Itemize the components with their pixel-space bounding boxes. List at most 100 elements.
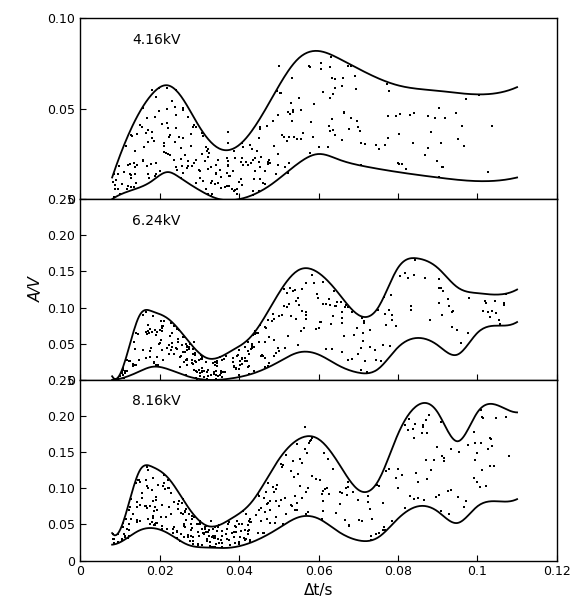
Point [230, 527, 239, 537]
Point [278, 519, 288, 529]
Point [438, 161, 447, 171]
Point [158, 481, 167, 491]
Point [222, 524, 231, 534]
Point [154, 83, 164, 92]
Point [439, 453, 448, 463]
Text: 6.24kV: 6.24kV [132, 214, 180, 228]
Point [273, 86, 282, 95]
Point [293, 498, 302, 508]
Point [155, 106, 164, 116]
Point [212, 361, 222, 371]
Point [247, 517, 256, 527]
Point [211, 168, 220, 178]
Point [484, 167, 493, 177]
Point [276, 495, 285, 505]
Point [198, 354, 207, 363]
Point [481, 480, 490, 490]
Point [217, 355, 226, 365]
Point [447, 485, 456, 495]
Point [316, 476, 325, 485]
Point [165, 340, 174, 350]
Point [437, 506, 446, 516]
Point [157, 320, 166, 330]
Point [112, 375, 121, 384]
Point [397, 159, 406, 169]
Point [197, 149, 207, 159]
Point [203, 189, 212, 199]
Point [113, 184, 122, 193]
Point [251, 328, 260, 338]
Point [421, 273, 430, 283]
Point [281, 493, 290, 503]
Point [280, 302, 289, 312]
Point [384, 306, 393, 315]
Point [247, 344, 256, 354]
Point [182, 355, 191, 365]
Point [365, 325, 374, 335]
Point [183, 346, 192, 355]
Point [123, 160, 132, 170]
Point [146, 160, 156, 169]
Point [246, 158, 255, 168]
Point [499, 299, 509, 309]
Point [127, 182, 136, 192]
Point [254, 337, 263, 347]
Point [371, 140, 381, 150]
Point [147, 485, 156, 495]
Point [127, 132, 136, 142]
Point [187, 511, 196, 521]
Point [282, 288, 292, 298]
Point [276, 88, 285, 98]
Point [182, 354, 191, 364]
Point [138, 156, 148, 166]
Point [148, 511, 157, 521]
Point [318, 490, 327, 500]
Point [152, 352, 161, 362]
Point [249, 366, 258, 376]
Point [391, 474, 401, 484]
Point [212, 358, 222, 368]
Point [302, 310, 311, 320]
Point [272, 496, 281, 506]
Point [238, 160, 247, 170]
Point [214, 178, 223, 188]
Point [356, 365, 366, 375]
Point [255, 133, 264, 143]
Point [123, 533, 132, 543]
Point [234, 370, 243, 379]
Point [167, 95, 176, 105]
Point [144, 137, 153, 147]
Point [176, 352, 185, 362]
Point [301, 307, 311, 317]
Point [121, 367, 130, 376]
Point [252, 510, 261, 520]
Point [109, 177, 118, 187]
Point [187, 532, 196, 541]
Point [410, 432, 419, 442]
Point [261, 362, 270, 371]
Point [195, 519, 204, 529]
Point [115, 371, 124, 381]
Point [223, 519, 232, 529]
Point [197, 367, 207, 377]
Point [244, 529, 253, 538]
Point [284, 107, 293, 116]
Point [179, 519, 188, 529]
Point [270, 315, 279, 325]
Point [309, 99, 319, 108]
Point [209, 532, 218, 541]
Point [360, 356, 370, 366]
Point [246, 514, 255, 524]
Point [179, 168, 188, 178]
Point [163, 475, 172, 485]
Point [169, 522, 179, 532]
Point [127, 130, 136, 140]
Point [387, 310, 396, 320]
Point [178, 161, 187, 171]
Point [142, 161, 152, 171]
Point [121, 367, 130, 376]
Point [245, 349, 254, 359]
Point [486, 434, 495, 444]
Point [218, 538, 227, 548]
Point [195, 532, 204, 541]
